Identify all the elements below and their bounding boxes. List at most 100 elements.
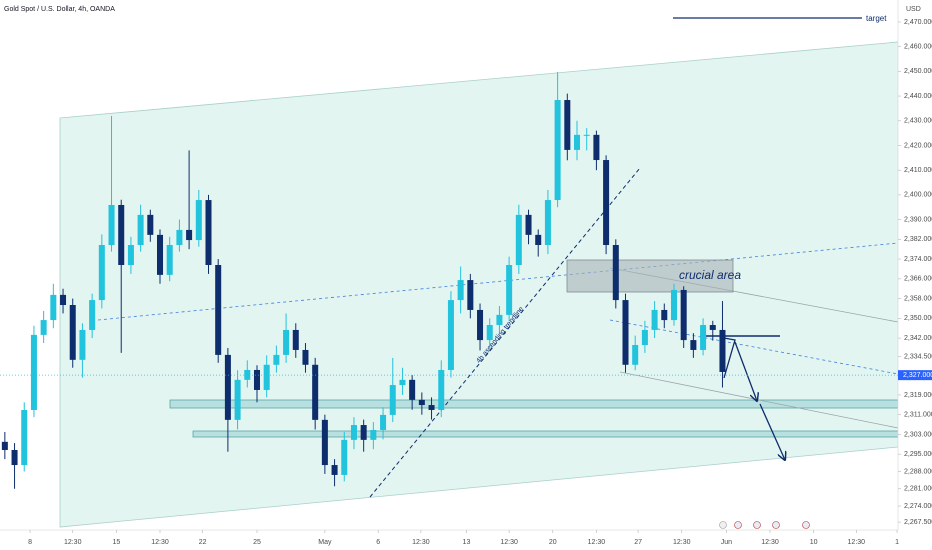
candle-body <box>680 289 687 341</box>
candle-body <box>79 329 86 360</box>
candle-body <box>612 244 619 301</box>
x-tick-label: 12:30 <box>588 539 606 546</box>
candle-body <box>108 204 115 245</box>
candle-body <box>244 369 251 380</box>
candle-body <box>418 399 425 406</box>
y-tick-label: 2,460.000 <box>904 44 932 51</box>
x-tick-label: 15 <box>112 539 120 546</box>
candle-body <box>447 300 454 370</box>
candle-body <box>263 364 270 390</box>
chart-title: Gold Spot / U.S. Dollar, 4h, OANDA <box>4 6 115 13</box>
trendline <box>369 167 641 498</box>
candle-body <box>157 234 164 275</box>
time-axis <box>0 530 932 550</box>
y-tick-label: 2,400.000 <box>904 192 932 199</box>
candle-body <box>11 449 18 466</box>
y-tick-label: 2,366.000 <box>904 276 932 283</box>
candle-body <box>641 329 648 346</box>
x-tick-label: May <box>318 539 332 546</box>
candle-body <box>428 405 435 410</box>
candle-body <box>118 204 125 265</box>
candle-body <box>195 200 202 241</box>
y-tick-label: 2,334.500 <box>904 353 932 360</box>
candle-body <box>186 229 193 241</box>
y-tick-label: 2,390.000 <box>904 216 932 223</box>
x-tick-label: 12:30 <box>673 539 691 546</box>
x-tick-label: 1 <box>895 539 899 546</box>
y-tick-label: 2,350.000 <box>904 315 932 322</box>
candle-body <box>690 340 697 350</box>
y-tick-label: 2,288.000 <box>904 468 932 475</box>
annotation: target <box>866 14 887 23</box>
x-tick-label: 22 <box>199 539 207 546</box>
y-tick-label: 2,374.000 <box>904 256 932 263</box>
candle-body <box>147 214 154 235</box>
ascending-channel <box>59 41 899 528</box>
candle-body <box>127 244 134 265</box>
candle-body <box>574 134 581 150</box>
x-tick-label: 12:30 <box>848 539 866 546</box>
candle-body <box>21 409 28 466</box>
candle-body <box>389 385 396 415</box>
candle-body <box>593 134 600 161</box>
projection-arrow <box>759 403 785 460</box>
candle-body <box>292 329 299 350</box>
candle-body <box>409 379 416 400</box>
candle-body <box>506 265 513 315</box>
x-tick-label: 12:30 <box>151 539 169 546</box>
y-tick-label: 2,420.000 <box>904 142 932 149</box>
candle-body <box>399 379 406 386</box>
candle-body <box>166 244 173 275</box>
x-tick-label: 12:30 <box>64 539 82 546</box>
y-tick-label: 2,267.500 <box>904 519 932 526</box>
candle-body <box>564 100 571 150</box>
y-tick-label: 2,430.000 <box>904 118 932 125</box>
y-tick-label: 2,311.000 <box>904 412 932 419</box>
y-tick-label: 2,382.000 <box>904 236 932 243</box>
projection-arrow <box>734 341 757 401</box>
candle-body <box>1 441 8 450</box>
candle-body <box>477 309 484 341</box>
candle-body <box>583 134 590 136</box>
x-tick-label: 6 <box>376 539 380 546</box>
candle-body <box>370 429 377 440</box>
candle-body <box>661 309 668 321</box>
candle-body <box>467 280 474 310</box>
event-icon <box>719 521 727 529</box>
y-tick-label: 2,342.000 <box>904 335 932 342</box>
candle-body <box>331 465 338 475</box>
candle-body <box>603 160 610 245</box>
event-icon <box>772 521 780 529</box>
y-tick-label: 2,295.000 <box>904 451 932 458</box>
candle-body <box>719 329 726 372</box>
candle-body <box>486 325 493 341</box>
event-icon <box>802 521 810 529</box>
candle-body <box>496 314 503 326</box>
y-tick-label: 2,470.000 <box>904 19 932 26</box>
candle-body <box>651 309 658 330</box>
dashed-midline <box>97 242 899 321</box>
candle-body <box>554 100 561 201</box>
candle-body <box>622 300 629 365</box>
candle-body <box>98 244 105 301</box>
candle-body <box>360 425 367 440</box>
candle-body <box>515 214 522 265</box>
y-tick-label: 2,274.000 <box>904 503 932 510</box>
candle-body <box>350 425 357 440</box>
y-tick-label: 2,358.000 <box>904 295 932 302</box>
candle-body <box>176 229 183 245</box>
candle-body <box>700 325 707 350</box>
candle-body <box>224 354 231 420</box>
candle-body <box>312 364 319 420</box>
x-tick-label: 20 <box>549 539 557 546</box>
candle-body <box>438 369 445 410</box>
candle-body <box>321 419 328 466</box>
candle-body <box>632 345 639 365</box>
candle-body <box>69 305 76 360</box>
descending-midline <box>609 319 899 375</box>
candle-body <box>205 200 212 265</box>
candle-body <box>525 214 532 235</box>
x-tick-label: 27 <box>634 539 642 546</box>
candle-body <box>234 379 241 420</box>
